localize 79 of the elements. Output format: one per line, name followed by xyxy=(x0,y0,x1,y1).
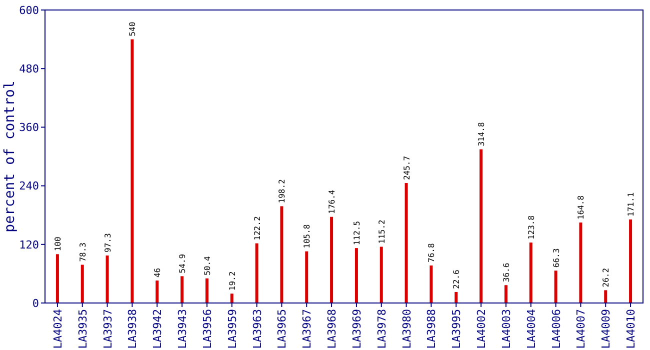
data-label: 97.3 xyxy=(103,233,112,252)
x-tick-label: LA3938 xyxy=(126,309,140,349)
x-tick-label: LA3988 xyxy=(425,309,438,349)
data-label: 171.1 xyxy=(626,192,636,216)
bar xyxy=(80,264,84,303)
data-label: 36.6 xyxy=(502,262,511,282)
x-tick-label: LA3937 xyxy=(101,309,114,349)
x-tick-label: LA3963 xyxy=(250,309,264,349)
x-tick-label: LA3967 xyxy=(300,309,314,349)
bar xyxy=(430,265,433,303)
data-label: 46 xyxy=(153,268,162,278)
data-label: 314.8 xyxy=(477,122,486,146)
bar xyxy=(305,251,308,303)
x-tick-label: LA4006 xyxy=(550,309,563,349)
x-tick-label: LA3978 xyxy=(375,309,388,349)
bar xyxy=(180,276,184,303)
data-label: 122.2 xyxy=(252,216,262,240)
x-tick-label: LA3995 xyxy=(450,309,464,349)
x-tick-label: LA3980 xyxy=(400,309,414,349)
bar xyxy=(230,294,234,303)
x-tick-label: LA4004 xyxy=(524,308,538,349)
data-label: 105.8 xyxy=(302,224,312,248)
data-label: 54.9 xyxy=(178,254,188,274)
x-tick-label: LA3959 xyxy=(226,309,239,349)
data-label: 50.4 xyxy=(202,256,212,276)
data-label: 112.5 xyxy=(352,220,362,246)
y-tick-label: 240 xyxy=(19,180,39,193)
data-label: 123.8 xyxy=(526,215,536,240)
x-tick-label: LA4002 xyxy=(475,309,488,349)
data-label: 115.2 xyxy=(377,219,386,244)
data-label: 100 xyxy=(53,236,62,252)
bar xyxy=(156,280,159,303)
data-label: 78.3 xyxy=(78,242,88,262)
bar xyxy=(529,242,532,303)
data-label: 164.8 xyxy=(576,195,586,220)
bar xyxy=(56,254,59,303)
data-label: 22.6 xyxy=(452,270,462,289)
data-label: 176.4 xyxy=(328,190,337,214)
data-label: 540 xyxy=(128,22,138,36)
y-tick-label: 600 xyxy=(19,4,39,17)
x-tick-label: LA4003 xyxy=(500,309,513,349)
bar xyxy=(629,219,632,303)
x-tick-label: LA3968 xyxy=(326,309,339,349)
x-tick-label: LA3943 xyxy=(176,309,190,349)
x-tick-label: LA3969 xyxy=(350,309,364,349)
data-label: 19.2 xyxy=(228,271,237,291)
bar xyxy=(554,270,558,303)
bar xyxy=(604,290,608,303)
bar xyxy=(404,183,408,303)
bar xyxy=(579,222,582,303)
bar xyxy=(504,285,508,303)
data-label: 245.7 xyxy=(402,156,412,180)
x-tick-label: LA3956 xyxy=(200,309,214,349)
data-label: 26.2 xyxy=(602,268,611,288)
y-axis-title: percent of control xyxy=(2,80,18,232)
bar xyxy=(106,255,109,303)
x-tick-label: LA3935 xyxy=(76,309,90,349)
y-tick-label: 0 xyxy=(32,296,39,310)
bar xyxy=(480,149,483,303)
x-tick-label: LA3942 xyxy=(151,309,164,349)
y-tick-label: 120 xyxy=(19,238,39,252)
x-tick-label: LA4007 xyxy=(574,309,588,349)
bar xyxy=(255,243,258,303)
data-label: 198.2 xyxy=(278,178,287,204)
x-tick-label: LA4010 xyxy=(624,309,638,349)
bar xyxy=(354,248,358,303)
x-tick-label: LA3965 xyxy=(276,309,289,349)
bar xyxy=(130,39,134,303)
bar xyxy=(280,206,284,303)
x-tick-label: LA4024 xyxy=(51,308,64,349)
x-tick-label: LA4009 xyxy=(600,309,613,349)
bar xyxy=(380,246,383,303)
y-tick-label: 480 xyxy=(19,62,39,76)
y-tick-label: 360 xyxy=(19,121,39,134)
data-label: 66.3 xyxy=(552,248,561,268)
data-label: 76.8 xyxy=(427,243,436,262)
bar xyxy=(330,216,334,303)
bar xyxy=(205,278,208,303)
bar xyxy=(454,292,458,303)
